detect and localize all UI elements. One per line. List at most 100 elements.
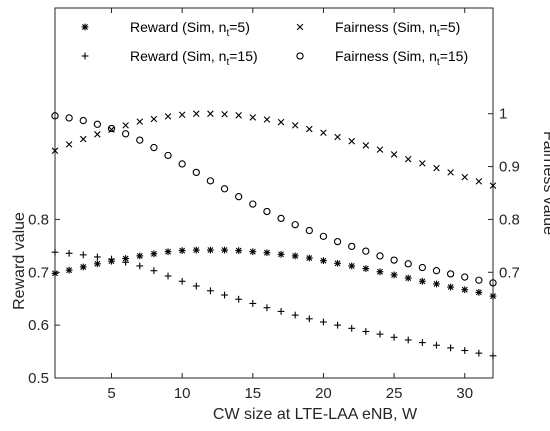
data-point-circle (390, 256, 398, 264)
y-axis-left-label: Reward value (11, 212, 28, 310)
data-point-asterisk (305, 254, 313, 262)
data-point-circle (319, 232, 328, 240)
data-point-plus (291, 311, 299, 319)
data-point-circle (206, 177, 215, 185)
data-point-cross (291, 122, 299, 129)
series-cross (51, 110, 497, 189)
data-point-plus (207, 287, 214, 295)
data-point-circle (404, 260, 412, 268)
data-point-circle (249, 200, 257, 208)
data-point-cross (376, 146, 384, 153)
data-point-cross (404, 155, 412, 163)
y-left-tick-label: 0.8 (28, 211, 49, 228)
data-point-plus (447, 344, 455, 352)
data-point-asterisk (334, 259, 341, 267)
data-point-plus (178, 277, 186, 285)
data-point-plus (305, 315, 313, 323)
data-point-asterisk (235, 247, 243, 255)
x-tick-label: 25 (386, 385, 403, 402)
data-point-asterisk (221, 246, 228, 254)
data-point-asterisk (136, 252, 144, 260)
y-right-tick-label: 0.8 (499, 211, 520, 228)
series-asterisk (51, 246, 497, 300)
data-point-plus (93, 253, 101, 261)
x-tick-label: 15 (244, 385, 261, 402)
legend-marker-asterisk (81, 23, 89, 31)
data-point-plus (235, 295, 243, 303)
data-point-plus (136, 262, 144, 270)
data-point-asterisk (93, 260, 101, 268)
data-point-asterisk (65, 266, 73, 274)
y-left-tick-label: 0.7 (28, 264, 49, 281)
legend-marker-cross (296, 23, 304, 31)
y-axis-right-label: Fairness value (540, 131, 550, 235)
legend-label: Fairness (Sim, nt=5) (335, 19, 460, 39)
data-point-circle (446, 270, 455, 278)
data-point-circle (164, 151, 172, 160)
data-point-circle (107, 124, 116, 133)
data-point-cross (79, 135, 87, 143)
series-circle (51, 112, 497, 287)
y-right-tick-label: 0.9 (499, 159, 520, 176)
data-point-cross (362, 142, 370, 149)
data-point-asterisk (348, 262, 356, 270)
data-point-plus (164, 272, 172, 280)
data-point-cross (193, 110, 200, 117)
legend-marker-circle (296, 52, 304, 60)
data-point-asterisk (192, 246, 200, 254)
data-point-plus (404, 336, 412, 344)
axis-ticks: 5 10 15 20 25 30 0.5 0.6 0.7 0.8 0.7 0.8 0.9 1 (28, 8, 520, 402)
data-point-plus (65, 249, 73, 257)
data-point-asterisk (433, 280, 440, 288)
data-point-circle (376, 252, 384, 260)
plot-frame (54, 7, 494, 379)
data-point-circle (220, 185, 229, 193)
data-point-asterisk (79, 263, 87, 271)
data-point-circle (136, 136, 144, 144)
data-point-circle (150, 143, 158, 152)
data-point-asterisk (447, 283, 455, 291)
data-point-circle (348, 242, 356, 251)
data-point-plus (433, 341, 440, 349)
x-tick-label: 20 (315, 385, 332, 402)
data-point-asterisk (178, 247, 186, 255)
data-point-circle (489, 279, 497, 287)
data-points (51, 110, 497, 360)
data-point-asterisk (291, 252, 299, 260)
x-axis-label: CW size at LTE-LAA eNB, W (213, 406, 418, 423)
data-point-circle (79, 116, 87, 125)
legend-label: Fairness (Sim, nt=15) (335, 48, 468, 68)
y-left-tick-label: 0.5 (28, 370, 49, 387)
data-point-cross (433, 164, 440, 172)
x-tick-label: 30 (456, 385, 473, 402)
data-point-cross (461, 173, 469, 181)
data-point-plus (192, 282, 200, 290)
data-point-cross (178, 111, 186, 119)
data-point-asterisk (207, 246, 214, 254)
legend-entry-asterisk: Reward (Sim, nt=5) (81, 19, 250, 39)
data-point-circle (263, 207, 271, 216)
data-point-plus (277, 308, 285, 315)
data-point-cross (489, 182, 497, 189)
data-point-cross (390, 151, 398, 158)
data-point-plus (108, 255, 115, 263)
data-point-cross (164, 113, 172, 120)
data-point-plus (461, 347, 469, 354)
series-plus (51, 248, 497, 360)
plot-box (54, 7, 494, 379)
data-point-cross (94, 131, 101, 138)
legend-entry-cross: Fairness (Sim, nt=5) (296, 19, 460, 39)
data-point-circle (475, 276, 483, 284)
y-right-tick-label: 0.7 (499, 264, 520, 281)
data-point-plus (390, 333, 398, 341)
legend-label: Reward (Sim, nt=5) (130, 19, 250, 39)
data-point-asterisk (390, 271, 398, 279)
data-point-circle (432, 267, 441, 275)
data-point-cross (475, 178, 483, 185)
data-point-plus (348, 324, 356, 332)
data-point-asterisk (249, 248, 257, 256)
data-point-cross (207, 110, 214, 117)
data-point-asterisk (475, 288, 483, 296)
data-point-plus (362, 328, 370, 335)
